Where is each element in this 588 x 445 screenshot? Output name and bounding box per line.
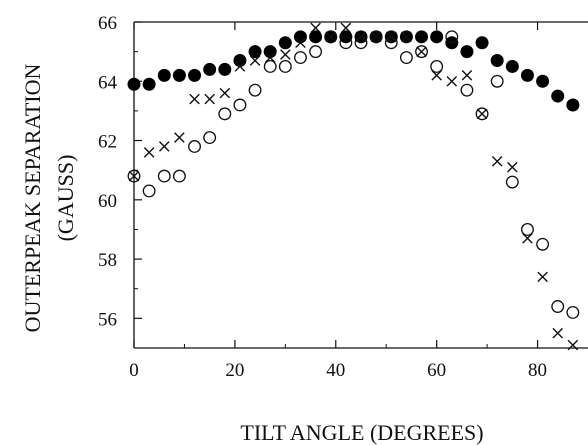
filled-circle-point [415, 30, 429, 44]
open-circle-point [490, 74, 504, 88]
data-marks [127, 22, 580, 351]
open-circle-point [142, 184, 156, 198]
filled-circle-point [430, 30, 444, 44]
cross-point [325, 31, 337, 43]
open-circle-point [248, 83, 262, 97]
open-circle-point [172, 169, 186, 183]
x-tick-label: 60 [427, 360, 446, 381]
y-tick-label: 56 [98, 309, 117, 330]
y-axis-label-line1: OUTERPEAK SEPARATION [20, 64, 45, 333]
open-circle-point [505, 175, 519, 189]
open-circle-point [354, 36, 368, 50]
filled-circle-point [157, 68, 171, 82]
filled-circle-point [566, 98, 580, 112]
cross-point [507, 161, 518, 173]
open-circle-point [339, 36, 353, 50]
cross-point [189, 93, 200, 105]
open-circle-point [415, 45, 428, 59]
open-circle-point [278, 60, 292, 73]
y-tick-label: 60 [98, 191, 117, 212]
cross-point [158, 141, 170, 152]
filled-circle-point [188, 68, 202, 82]
open-circle-point [309, 45, 323, 59]
cross-point [461, 70, 473, 81]
open-circle-point [445, 30, 459, 44]
filled-circle-point [172, 68, 186, 82]
filled-circle-point [536, 74, 550, 88]
filled-circle-point [551, 89, 565, 103]
cross-point [264, 52, 276, 63]
cross-point [280, 49, 291, 60]
x-tick-label: 20 [225, 360, 244, 381]
open-circle-point [157, 169, 171, 183]
cross-point [416, 46, 427, 57]
filled-circle-point [127, 77, 141, 91]
cross-point [491, 155, 503, 167]
open-circle-point [233, 98, 247, 112]
filled-circle-point [233, 54, 247, 68]
filled-circle-point [203, 62, 217, 76]
cross-point [537, 271, 548, 283]
y-tick-label: 66 [98, 13, 117, 34]
filled-circle-point [520, 68, 534, 82]
cross-point [204, 93, 215, 105]
cross-point [234, 61, 246, 72]
open-circle-point [475, 107, 489, 121]
open-circle-point [384, 36, 398, 50]
cross-point [446, 75, 458, 87]
cross-point [249, 55, 261, 66]
open-circle-point [399, 51, 413, 65]
filled-circle-point [490, 54, 504, 68]
filled-circle-point [142, 77, 156, 91]
x-tick-label: 40 [326, 360, 345, 381]
y-tick-label: 64 [98, 72, 118, 93]
filled-circle-point [248, 45, 262, 59]
filled-circle-point [309, 30, 323, 44]
cross-point [128, 170, 140, 182]
filled-circle-point [263, 45, 277, 59]
cross-point [295, 37, 306, 49]
filled-circle-point [505, 59, 519, 73]
cross-point [174, 132, 185, 143]
open-circle-point [324, 30, 338, 44]
open-circle-point [127, 169, 141, 183]
filled-circle-point [475, 36, 489, 50]
open-circle-point [188, 140, 201, 153]
cross-point [370, 31, 382, 43]
y-axis-label-line2: (GAUSS) [53, 155, 78, 242]
filled-circle-point [293, 30, 307, 44]
x-tick-label: 0 [129, 360, 139, 381]
filled-circle-point [278, 36, 292, 50]
open-circle-point [551, 300, 565, 313]
cross-point [431, 70, 442, 81]
axis-labels: TILT ANGLE (DEGREES) OUTERPEAK SEPARATIO… [20, 64, 484, 445]
cross-point [552, 327, 564, 339]
cross-point [476, 108, 488, 120]
y-tick-label: 58 [98, 250, 117, 271]
open-circle-point [369, 30, 383, 44]
open-circle-point [218, 107, 232, 121]
cross-point [310, 22, 321, 34]
cross-point [340, 22, 352, 34]
cross-point [401, 31, 412, 43]
open-circle-point [430, 60, 444, 73]
y-tick-label: 62 [98, 132, 117, 153]
open-circle-point [203, 131, 217, 145]
open-circle-point [263, 60, 277, 73]
axes: 0 20 40 60 80 56 58 60 62 64 66 [98, 13, 588, 381]
open-circle-point [521, 223, 534, 236]
cross-point [522, 233, 533, 244]
filled-circle-point [218, 62, 232, 76]
filled-circle-point [460, 45, 474, 59]
open-circle-point [294, 51, 307, 65]
open-circle-point [536, 237, 550, 251]
open-circle-point [460, 83, 474, 97]
x-axis-label: TILT ANGLE (DEGREES) [240, 420, 483, 445]
cross-point [567, 339, 579, 351]
open-circle-point [566, 305, 580, 319]
cross-point [219, 87, 231, 99]
cross-point [143, 147, 155, 158]
x-tick-label: 80 [528, 360, 547, 381]
